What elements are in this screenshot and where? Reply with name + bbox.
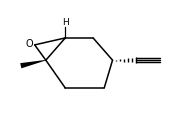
Polygon shape — [20, 60, 46, 69]
Text: O: O — [25, 38, 33, 48]
Text: H: H — [62, 18, 69, 27]
